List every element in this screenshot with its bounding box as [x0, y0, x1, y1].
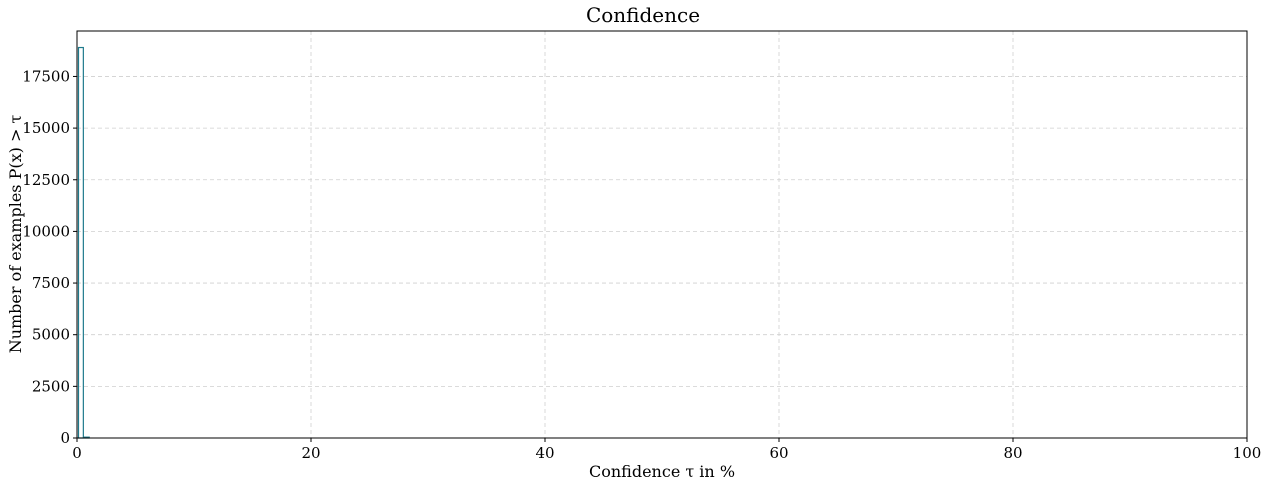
y-tick-label: 2500	[32, 377, 70, 395]
y-tick-label: 15000	[22, 119, 70, 137]
x-axis-ticks: 0 20 40 60 80 100	[72, 438, 1261, 462]
histogram-bar	[77, 46, 84, 439]
y-tick-label: 5000	[32, 326, 70, 344]
plot-frame	[76, 30, 1248, 439]
y-tick-label: 17500	[22, 67, 70, 85]
x-tick-label: 0	[72, 444, 82, 462]
y-tick-label: 12500	[22, 171, 70, 189]
y-axis-label: Number of examples P(x) > τ	[6, 115, 25, 354]
x-tick-label: 60	[769, 444, 788, 462]
x-tick-label: 40	[535, 444, 554, 462]
y-tick-label: 10000	[22, 222, 70, 240]
grid-lines	[77, 31, 1247, 438]
histogram-bars	[77, 46, 90, 439]
y-tick-label: 7500	[32, 274, 70, 292]
x-tick-label: 80	[1003, 444, 1022, 462]
chart-title: Confidence	[586, 3, 700, 27]
x-tick-label: 20	[301, 444, 320, 462]
y-tick-label: 0	[60, 429, 70, 447]
y-axis-ticks: 0 2500 5000 7500 10000 12500 15000 17500	[22, 67, 77, 447]
x-tick-label: 100	[1233, 444, 1262, 462]
x-axis-label: Confidence τ in %	[589, 462, 735, 481]
